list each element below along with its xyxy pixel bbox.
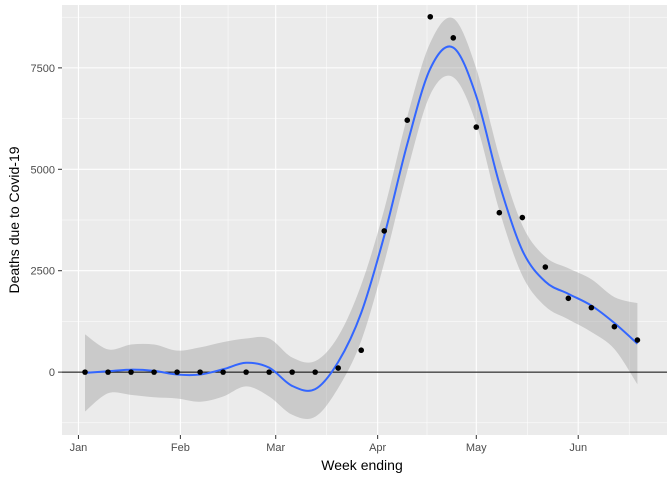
data-point (151, 369, 157, 375)
data-point (496, 209, 503, 216)
x-tick-label: Jun (569, 442, 587, 454)
x-tick-label: Apr (369, 442, 386, 454)
data-point (128, 369, 134, 375)
point-layer (82, 13, 641, 375)
data-point (611, 323, 618, 330)
data-point (634, 337, 641, 343)
x-tick-label: Jan (70, 442, 88, 454)
x-axis: Jan Feb Mar Apr May Jun (70, 435, 587, 454)
y-tick-label: 5000 (31, 164, 55, 176)
data-point (565, 295, 572, 302)
data-point (289, 369, 295, 375)
x-axis-title: Week ending (321, 457, 402, 473)
data-point (220, 369, 226, 375)
data-point (105, 369, 111, 375)
data-point (542, 264, 549, 270)
data-point (312, 369, 318, 375)
data-point (473, 124, 480, 130)
data-point (358, 347, 365, 354)
x-tick-label: Feb (171, 442, 190, 454)
x-tick-label: Mar (266, 442, 285, 454)
y-axis-title: Deaths due to Covid-19 (6, 146, 22, 293)
data-point (243, 369, 249, 375)
confidence-band (85, 17, 638, 419)
data-point (174, 369, 180, 375)
confidence-band-layer (85, 17, 638, 419)
y-tick-label: 0 (49, 367, 55, 379)
data-point (519, 214, 526, 221)
data-point (427, 13, 434, 20)
y-tick-label: 2500 (31, 266, 55, 278)
data-point (404, 117, 411, 124)
data-point (197, 369, 203, 375)
data-point (266, 369, 272, 375)
data-point (588, 304, 595, 311)
data-point (82, 369, 88, 375)
grid-minor (62, 5, 667, 435)
y-tick-label: 7500 (31, 63, 55, 75)
data-point (381, 228, 388, 234)
x-tick-label: May (466, 442, 487, 454)
y-axis: 0 2500 5000 7500 (31, 63, 62, 379)
data-point (335, 365, 341, 371)
data-point (450, 35, 457, 41)
